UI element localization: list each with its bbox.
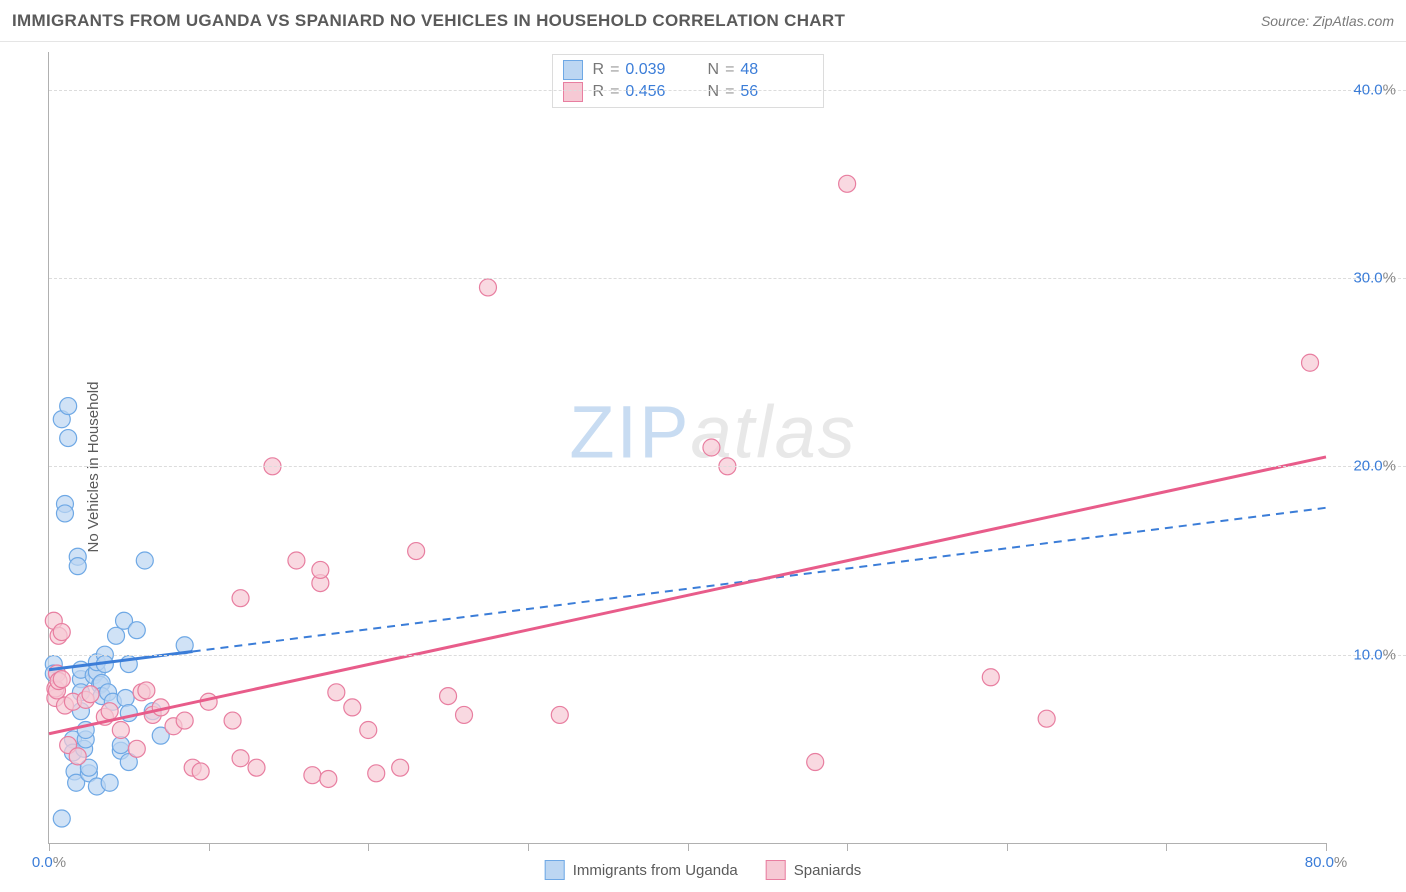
scatter-point-uganda bbox=[56, 505, 73, 522]
scatter-point-spaniards bbox=[248, 759, 265, 776]
scatter-point-uganda bbox=[128, 622, 145, 639]
scatter-point-spaniards bbox=[69, 748, 86, 765]
x-tick bbox=[528, 843, 529, 851]
scatter-point-spaniards bbox=[53, 671, 70, 688]
legend-r-spaniards: R=0.456 bbox=[593, 83, 698, 101]
gridline bbox=[49, 655, 1406, 656]
scatter-point-spaniards bbox=[192, 763, 209, 780]
gridline bbox=[49, 90, 1406, 91]
legend-r-uganda: R=0.039 bbox=[593, 61, 698, 79]
scatter-point-spaniards bbox=[551, 706, 568, 723]
x-tick bbox=[1007, 843, 1008, 851]
scatter-point-spaniards bbox=[101, 703, 118, 720]
legend-swatch-spaniards bbox=[563, 82, 583, 102]
scatter-point-spaniards bbox=[232, 750, 249, 767]
scatter-point-spaniards bbox=[138, 682, 155, 699]
source-prefix: Source: bbox=[1261, 13, 1313, 29]
legend-bottom-item-spaniards: Spaniards bbox=[766, 860, 862, 880]
legend-bottom-label-uganda: Immigrants from Uganda bbox=[573, 862, 738, 879]
legend-top-row-spaniards: R=0.456 N=56 bbox=[563, 81, 813, 103]
scatter-point-uganda bbox=[136, 552, 153, 569]
chart-header: IMMIGRANTS FROM UGANDA VS SPANIARD NO VE… bbox=[0, 0, 1406, 42]
legend-n-uganda: N=48 bbox=[708, 61, 813, 79]
scatter-point-spaniards bbox=[320, 770, 337, 787]
scatter-point-spaniards bbox=[408, 543, 425, 560]
scatter-point-spaniards bbox=[1302, 354, 1319, 371]
y-tick-label: 20.0% bbox=[1353, 458, 1396, 475]
x-tick bbox=[368, 843, 369, 851]
legend-top: R=0.039 N=48 R=0.456 N=56 bbox=[552, 54, 824, 108]
x-tick bbox=[847, 843, 848, 851]
scatter-point-spaniards bbox=[440, 688, 457, 705]
scatter-point-spaniards bbox=[344, 699, 361, 716]
scatter-point-spaniards bbox=[288, 552, 305, 569]
x-tick bbox=[1326, 843, 1327, 851]
scatter-point-spaniards bbox=[232, 590, 249, 607]
x-tick bbox=[49, 843, 50, 851]
legend-bottom: Immigrants from Uganda Spaniards bbox=[545, 860, 862, 880]
x-tick bbox=[688, 843, 689, 851]
scatter-point-spaniards bbox=[304, 767, 321, 784]
legend-n-spaniards: N=56 bbox=[708, 83, 813, 101]
chart-source: Source: ZipAtlas.com bbox=[1261, 13, 1394, 29]
scatter-point-uganda bbox=[69, 558, 86, 575]
scatter-point-uganda bbox=[101, 774, 118, 791]
scatter-point-uganda bbox=[108, 627, 125, 644]
scatter-point-spaniards bbox=[807, 754, 824, 771]
legend-swatch-uganda bbox=[563, 60, 583, 80]
legend-bottom-item-uganda: Immigrants from Uganda bbox=[545, 860, 738, 880]
scatter-point-spaniards bbox=[982, 669, 999, 686]
scatter-point-spaniards bbox=[176, 712, 193, 729]
scatter-plot-svg bbox=[49, 52, 1326, 843]
scatter-point-uganda bbox=[53, 810, 70, 827]
scatter-point-spaniards bbox=[360, 722, 377, 739]
scatter-point-uganda bbox=[60, 398, 77, 415]
gridline bbox=[49, 278, 1406, 279]
x-tick bbox=[1166, 843, 1167, 851]
scatter-point-spaniards bbox=[82, 686, 99, 703]
y-tick-label: 10.0% bbox=[1353, 646, 1396, 663]
scatter-point-uganda bbox=[117, 689, 134, 706]
legend-top-row-uganda: R=0.039 N=48 bbox=[563, 59, 813, 81]
source-name: ZipAtlas.com bbox=[1313, 13, 1394, 29]
scatter-point-spaniards bbox=[128, 740, 145, 757]
legend-bottom-label-spaniards: Spaniards bbox=[794, 862, 862, 879]
scatter-point-spaniards bbox=[112, 722, 129, 739]
scatter-point-uganda bbox=[112, 737, 129, 754]
x-tick-label-right: 80.0% bbox=[1305, 854, 1348, 871]
y-tick-label: 30.0% bbox=[1353, 270, 1396, 287]
gridline bbox=[49, 466, 1406, 467]
chart-title: IMMIGRANTS FROM UGANDA VS SPANIARD NO VE… bbox=[12, 11, 845, 31]
legend-bottom-swatch-spaniards bbox=[766, 860, 786, 880]
scatter-point-spaniards bbox=[224, 712, 241, 729]
x-tick-label-left: 0.0% bbox=[32, 854, 66, 871]
scatter-point-spaniards bbox=[839, 175, 856, 192]
scatter-point-spaniards bbox=[1038, 710, 1055, 727]
scatter-point-spaniards bbox=[312, 561, 329, 578]
scatter-point-spaniards bbox=[368, 765, 385, 782]
y-tick-label: 40.0% bbox=[1353, 81, 1396, 98]
scatter-point-spaniards bbox=[392, 759, 409, 776]
scatter-point-spaniards bbox=[456, 706, 473, 723]
legend-bottom-swatch-uganda bbox=[545, 860, 565, 880]
scatter-point-spaniards bbox=[53, 624, 70, 641]
scatter-point-uganda bbox=[60, 430, 77, 447]
chart-container: No Vehicles in Household ZIPatlas R=0.03… bbox=[0, 42, 1406, 892]
x-tick bbox=[209, 843, 210, 851]
scatter-point-spaniards bbox=[328, 684, 345, 701]
scatter-point-spaniards bbox=[703, 439, 720, 456]
plot-area: ZIPatlas R=0.039N=48R=0.456N=56 10.0%20.… bbox=[48, 52, 1326, 844]
scatter-point-spaniards bbox=[479, 279, 496, 296]
